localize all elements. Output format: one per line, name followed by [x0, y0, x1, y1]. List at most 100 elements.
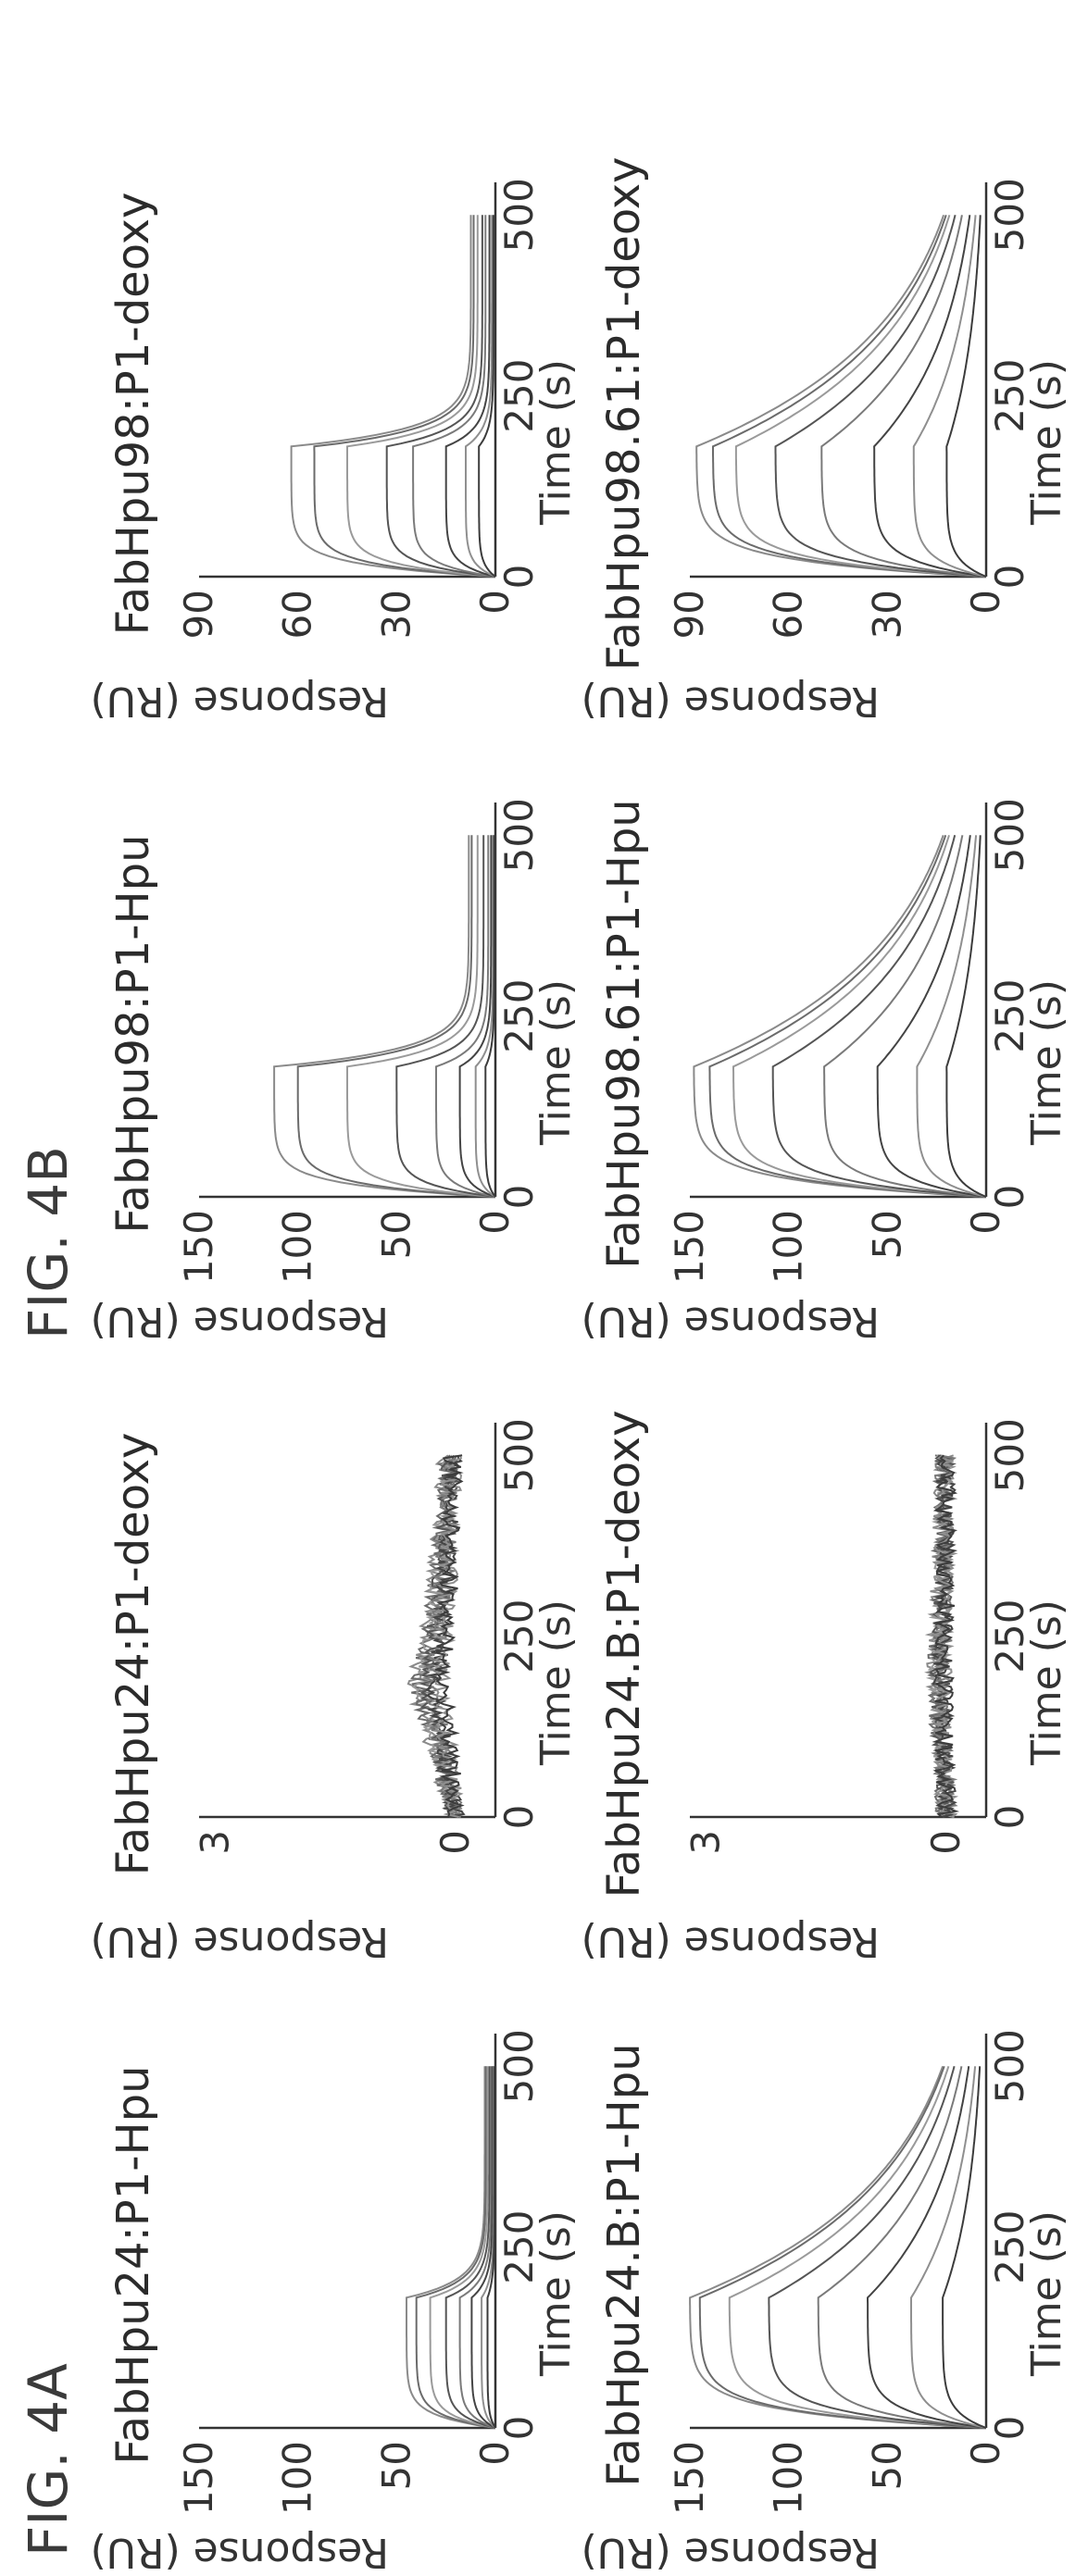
x-tick-label: 250	[496, 1599, 542, 1674]
sensorgram-series-line	[458, 835, 496, 1198]
sensorgram-series-line	[768, 2066, 987, 2429]
sensorgram-series-line	[444, 215, 496, 578]
sensorgram-series-line	[412, 215, 496, 578]
panel-fabhpu98-p1-hpu: FabHpu98:P1-Hpu Response (RU) Time (s) 0 50 1…	[91, 784, 593, 1345]
x-tick-label: 250	[496, 979, 542, 1053]
x-tick-label: 0	[987, 1185, 1032, 1210]
y-tick-label: 30	[864, 590, 909, 639]
y-tick-label: 30	[373, 590, 419, 639]
sensorgram-series-line	[296, 835, 496, 1198]
y-tick-label: 50	[373, 2441, 419, 2490]
panel-fabhpu24b-p1-hpu: FabHpu24.B:P1-Hpu Response (RU) Time (s) 0 5…	[582, 2015, 1083, 2576]
y-axis-label: Response (RU)	[581, 1918, 880, 1965]
sensorgram-series-line	[931, 1454, 957, 1818]
sensorgram-series-line	[346, 215, 496, 578]
sensorgram-series-line	[698, 2065, 987, 2429]
x-tick-label: 250	[987, 359, 1032, 433]
sensorgram-series-line	[708, 834, 987, 1198]
panel-fabhpu98-61-p1-hpu: FabHpu98.61:P1-Hpu Response (RU) Time (s) 0…	[582, 784, 1083, 1345]
y-tick-label: 0	[963, 2441, 1008, 2466]
x-tick-label: 0	[987, 1805, 1032, 1830]
y-tick-label: 60	[275, 590, 320, 639]
panel-fabhpu24-p1-hpu: FabHpu24:P1-Hpu Response (RU) Time (s) 0 50 1…	[91, 2015, 593, 2576]
plot-area: 0 3 0 250 500	[192, 1418, 542, 1855]
y-tick-label: 90	[667, 590, 712, 639]
sensorgram-series-line	[817, 2066, 987, 2429]
chart-title: FabHpu98:P1-deoxy	[107, 192, 159, 636]
x-tick-label: 500	[496, 178, 542, 252]
y-tick-label: 50	[864, 1210, 909, 1259]
sensorgram-series-line	[273, 835, 496, 1198]
y-tick-label: 3	[192, 1830, 237, 1855]
sensorgram-series-line	[734, 214, 987, 578]
x-tick-label: 500	[496, 798, 542, 872]
x-tick-label: 500	[496, 2029, 542, 2103]
sensorgram-series-line	[774, 215, 987, 578]
chart-title: FabHpu98:P1-Hpu	[107, 834, 159, 1234]
y-tick-label: 50	[864, 2441, 909, 2490]
sensorgram-series-line	[444, 2066, 496, 2429]
plot-area: 0 3 0 250 500	[682, 1418, 1032, 1855]
chart-title: FabHpu24:P1-deoxy	[107, 1432, 159, 1876]
sensorgram-series-line	[486, 2066, 496, 2429]
y-axis-label: Response (RU)	[581, 678, 880, 725]
panel-fabhpu98-p1-deoxy: FabHpu98:P1-deoxy Response (RU) Time (s) 0 3…	[91, 164, 593, 725]
sensorgram-series-line	[484, 835, 496, 1198]
x-tick-label: 500	[987, 2029, 1032, 2103]
y-tick-label: 150	[667, 2441, 712, 2515]
y-tick-label: 3	[682, 1830, 728, 1855]
plot-area: 0 50 100 150 0 250 500	[667, 2029, 1032, 2515]
chart-title: FabHpu24:P1-Hpu	[107, 2065, 159, 2465]
sensorgram-series-line	[693, 834, 987, 1198]
y-tick-label: 0	[472, 1210, 518, 1235]
sensorgram-series-line	[435, 835, 496, 1198]
y-axis-label: Response (RU)	[90, 678, 389, 725]
panel-fabhpu98-61-p1-deoxy: FabHpu98.61:P1-deoxy Response (RU) Time (s…	[582, 156, 1083, 725]
y-tick-label: 150	[667, 1210, 712, 1284]
panel-fabhpu24-p1-deoxy: FabHpu24:P1-deoxy Response (RU) Time (s) 0 3…	[91, 1404, 593, 1965]
sensorgram-series-line	[912, 215, 987, 578]
sensorgram-series-line	[876, 835, 987, 1198]
x-tick-label: 500	[987, 178, 1032, 252]
sensorgram-series-line	[458, 2066, 496, 2429]
sensorgram-series-line	[873, 215, 987, 578]
sensorgram-series-line	[945, 215, 987, 578]
sensorgram-series-line	[820, 215, 987, 578]
x-tick-label: 0	[987, 565, 1032, 590]
sensorgram-series-line	[346, 835, 496, 1198]
y-tick-label: 150	[176, 2441, 221, 2515]
chart-title: FabHpu24.B:P1-Hpu	[598, 2043, 650, 2487]
sensorgram-series-line	[728, 2065, 987, 2429]
y-tick-label: 0	[472, 2441, 518, 2466]
x-tick-label: 250	[987, 1599, 1032, 1674]
sensorgram-series-line	[385, 215, 496, 578]
sensorgram-series-line	[916, 835, 987, 1198]
y-tick-label: 0	[923, 1830, 969, 1855]
y-tick-label: 60	[766, 590, 811, 639]
sensorgram-series-line	[470, 2066, 496, 2429]
sensorgram-series-line	[942, 2066, 987, 2429]
x-tick-label: 0	[496, 1805, 542, 1830]
sensorgram-series-line	[465, 215, 496, 578]
x-tick-label: 250	[987, 979, 1032, 1053]
y-tick-label: 100	[275, 2441, 320, 2515]
y-tick-label: 50	[373, 1210, 419, 1259]
sensorgram-series-line	[771, 835, 987, 1198]
sensorgram-series-line	[910, 2066, 987, 2429]
sensorgram-series-line	[732, 834, 987, 1198]
y-axis-label: Response (RU)	[90, 1298, 389, 1345]
sensorgram-series-line	[434, 1454, 465, 1818]
sensorgram-series-line	[695, 214, 987, 578]
x-tick-label: 250	[987, 2210, 1032, 2284]
sensorgram-series-line	[290, 215, 496, 578]
y-tick-label: 0	[432, 1830, 478, 1855]
sensorgram-series-line	[474, 835, 496, 1198]
x-tick-label: 250	[496, 2210, 542, 2284]
chart-title: FabHpu98.61:P1-deoxy	[598, 156, 650, 671]
sensorgram-series-line	[945, 835, 987, 1198]
sensorgram-series-line	[932, 1454, 960, 1818]
x-tick-label: 500	[987, 798, 1032, 872]
y-axis-label: Response (RU)	[581, 2529, 880, 2576]
sensorgram-series-line	[689, 2065, 987, 2429]
